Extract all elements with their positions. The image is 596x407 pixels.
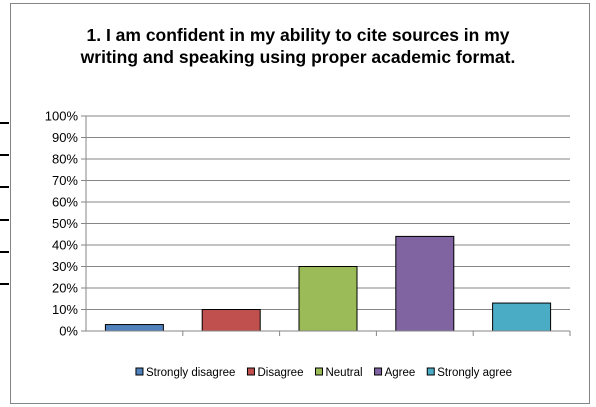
bars-group [104,235,552,332]
legend-swatch-strongly-disagree [135,367,144,376]
y-tick-label: 40% [52,238,78,253]
y-axis-labels: 0% 10% 20% 30% 40% 50% 60% 70% 80% 90% 100% [45,109,79,339]
left-edge-mark [0,219,9,221]
legend-swatch-disagree [246,367,255,376]
left-edge-mark [0,251,9,253]
chart-title-line-1: 1. I am confident in my ability to cite … [86,25,510,45]
bar-disagree [201,309,261,332]
y-tick-label: 0% [59,324,78,339]
y-tick-label: 60% [52,195,78,210]
bar-neutral [298,266,358,332]
legend-swatch-agree [374,367,383,376]
bar-strongly-agree [492,302,552,332]
legend-label-neutral: Neutral [325,367,362,379]
legend-label-strongly-disagree: Strongly disagree [146,367,236,379]
legend-swatch-neutral [314,367,323,376]
y-tick-label: 10% [52,302,78,317]
left-edge-mark [0,283,9,285]
y-tick-label: 90% [52,130,78,145]
legend-label-disagree: Disagree [257,367,303,379]
y-tick-label: 20% [52,281,78,296]
bar-strongly-disagree [104,324,164,332]
legend-swatch-strongly-agree [426,367,435,376]
bar-agree [395,235,455,332]
left-edge-mark [0,186,9,188]
y-tick-label: 100% [45,109,79,124]
legend: Strongly disagree Disagree Neutral Agree Str… [135,367,512,379]
chart-title-line-2: writing and speaking using proper academ… [80,47,516,67]
y-tick-label: 50% [52,216,78,231]
chart-frame [10,3,590,404]
legend-label-strongly-agree: Strongly agree [437,367,512,379]
chart-title: 1. I am confident in my ability to cite … [0,24,596,68]
y-tick-label: 30% [52,259,78,274]
axes-group [81,115,571,336]
y-tick-label: 80% [52,152,78,167]
legend-label-agree: Agree [385,367,416,379]
y-tick-label: 70% [52,173,78,188]
left-edge-mark [0,154,9,156]
left-edge-mark [0,122,9,124]
